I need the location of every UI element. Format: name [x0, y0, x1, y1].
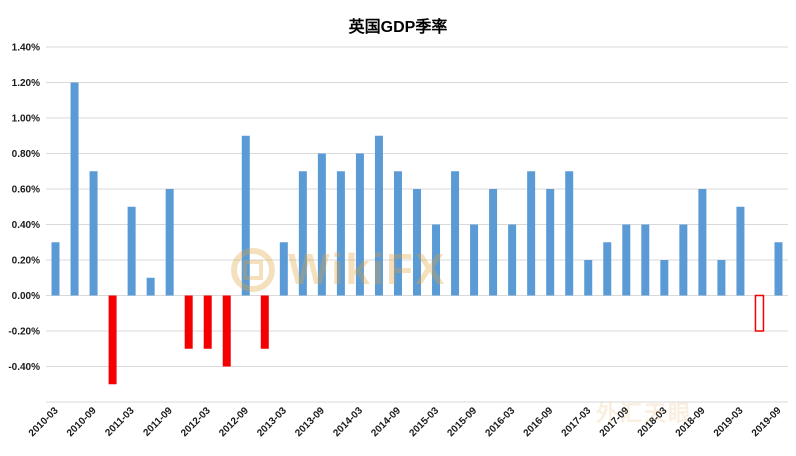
bar-2013-12: [336, 171, 345, 296]
bar-2011-12: [184, 295, 193, 349]
x-axis-tick-label: 2010-09: [65, 405, 99, 439]
bar-2018-12: [717, 260, 726, 296]
x-axis-tick-label: 2010-03: [27, 405, 61, 439]
x-axis-tick-label: 2013-03: [255, 405, 289, 439]
x-axis-tick-label: 2019-03: [712, 405, 746, 439]
bar-2015-06: [451, 171, 460, 296]
bar-2012-06: [222, 295, 231, 367]
bar-2010-06: [70, 82, 79, 296]
y-axis-tick-label: 0.20%: [12, 256, 40, 267]
bar-2014-09: [393, 171, 402, 296]
y-axis-tick-label: 0.80%: [12, 149, 40, 160]
y-axis-tick-label: 0.60%: [12, 185, 40, 196]
bar-2015-09: [470, 224, 479, 296]
x-axis-tick-label: 2018-03: [636, 405, 670, 439]
x-axis-tick-label: 2011-03: [103, 405, 137, 439]
bar-2012-03: [203, 295, 212, 349]
x-axis-tick-label: 2015-03: [407, 405, 441, 439]
x-axis-tick-label: 2015-09: [445, 405, 479, 439]
bar-2019-03: [736, 206, 745, 296]
bar-2017-06: [603, 242, 612, 296]
bar-2010-03: [51, 242, 60, 296]
bar-2017-09: [622, 224, 631, 296]
x-axis-tick-label: 2012-09: [217, 405, 251, 439]
bar-2016-06: [527, 171, 536, 296]
y-axis-tick-label: 0.40%: [12, 220, 40, 231]
x-axis-tick-label: 2012-03: [179, 405, 213, 439]
x-axis-tick-label: 2019-09: [750, 405, 784, 439]
bar-2019-06: [754, 294, 765, 332]
x-axis-tick-label: 2016-03: [484, 405, 518, 439]
x-axis-tick-label: 2011-09: [141, 405, 175, 439]
y-axis-tick-label: 1.00%: [12, 114, 40, 125]
bar-2012-12: [260, 295, 269, 349]
x-axis-tick-label: 2013-09: [293, 405, 327, 439]
bar-2018-09: [698, 189, 707, 296]
bar-2016-09: [546, 189, 555, 296]
bar-2016-03: [508, 224, 517, 296]
chart-title: 英国GDP季率: [348, 19, 448, 36]
x-axis-tick-label: 2014-03: [331, 405, 365, 439]
bar-2013-09: [317, 153, 326, 296]
y-axis-tick-label: 1.20%: [12, 78, 40, 89]
bar-2010-12: [108, 295, 117, 385]
bar-2012-09: [241, 135, 250, 296]
x-axis-tick-label: 2017-09: [598, 405, 632, 439]
bar-2014-03: [355, 153, 364, 296]
bar-2011-03: [127, 206, 136, 296]
bar-2014-06: [374, 135, 383, 296]
bar-2015-12: [489, 189, 498, 296]
x-axis-tick-label: 2017-03: [560, 405, 594, 439]
x-axis-tick-label: 2014-09: [369, 405, 403, 439]
bar-2018-06: [679, 224, 688, 296]
bar-2013-06: [298, 171, 307, 296]
bar-2018-03: [660, 260, 669, 296]
bar-2013-03: [279, 242, 288, 296]
bar-2016-12: [565, 171, 574, 296]
bar-2017-03: [584, 260, 593, 296]
y-axis-tick-label: 1.40%: [12, 43, 40, 54]
x-axis-tick-label: 2018-09: [674, 405, 708, 439]
x-axis-tick-label: 2016-09: [522, 405, 556, 439]
bar-2017-12: [641, 224, 650, 296]
bar-2014-12: [413, 189, 421, 296]
bar-2011-09: [165, 189, 174, 296]
bar-2019-09: [774, 242, 783, 296]
bar-2015-03: [432, 224, 441, 296]
y-axis-tick-label: -0.40%: [8, 362, 40, 373]
y-axis-tick-label: -0.20%: [8, 327, 40, 338]
y-axis-tick-label: 0.00%: [12, 291, 40, 302]
bar-2010-09: [89, 171, 98, 296]
bar-2011-06: [146, 277, 155, 296]
